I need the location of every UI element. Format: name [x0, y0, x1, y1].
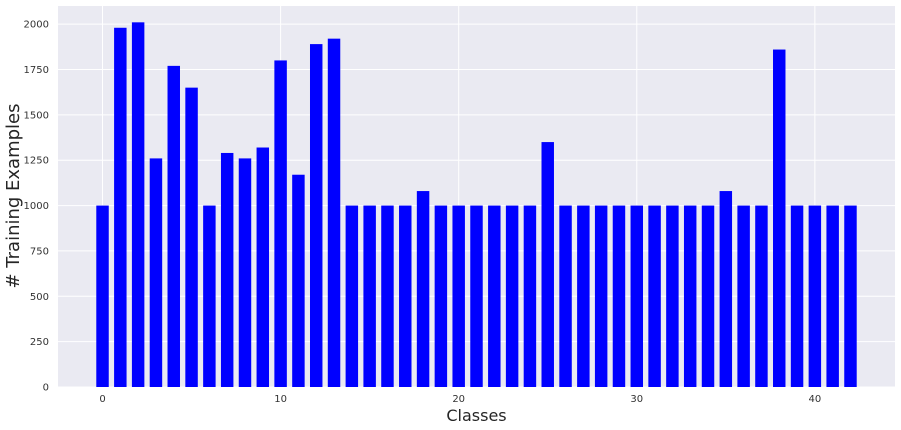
y-tick-label: 250: [30, 337, 49, 348]
bar-class-6: [203, 205, 216, 387]
bar-class-26: [559, 205, 572, 387]
x-axis-label: Classes: [446, 406, 506, 425]
bar-class-0: [96, 205, 109, 387]
bar-class-23: [505, 205, 519, 387]
y-axis-label: # Training Examples: [3, 103, 24, 288]
bar-class-28: [594, 205, 608, 387]
bar-class-4: [167, 65, 180, 387]
bar-class-2: [131, 22, 145, 387]
bar-class-27: [577, 205, 590, 387]
bar-class-25: [541, 142, 554, 387]
x-tick-label: 0: [99, 394, 105, 405]
bar-class-9: [256, 147, 270, 387]
bar-class-19: [434, 205, 448, 387]
bar-class-30: [630, 205, 644, 387]
y-tick-label: 500: [30, 292, 49, 303]
bar-class-21: [470, 205, 483, 387]
bar-class-38: [773, 49, 786, 388]
bars: [96, 22, 857, 388]
x-tick-label: 20: [452, 394, 465, 405]
bar-class-11: [292, 174, 305, 387]
bar-class-13: [327, 38, 341, 388]
y-tick-label: 0: [43, 383, 49, 394]
bar-class-14: [345, 205, 359, 387]
bar-class-10: [274, 60, 287, 388]
bar-class-24: [523, 205, 537, 387]
bar-class-39: [790, 205, 804, 387]
bar-class-20: [452, 205, 465, 387]
bar-class-8: [238, 158, 252, 387]
bar-class-5: [185, 87, 198, 388]
y-tick-label: 1000: [24, 201, 49, 212]
bar-class-17: [399, 205, 412, 387]
y-tick-label: 1750: [24, 65, 49, 76]
y-tick-labels: 0 250 500 750 1000 1250 1500 1750 2000: [24, 20, 49, 394]
bar-class-1: [114, 27, 127, 388]
bar-class-37: [755, 205, 768, 387]
bar-class-33: [683, 205, 697, 387]
bar-class-31: [648, 205, 661, 387]
bar-class-7: [220, 152, 234, 387]
bar-class-41: [826, 205, 839, 387]
bar-class-42: [844, 205, 857, 387]
bar-class-35: [719, 191, 733, 387]
bar-class-22: [488, 205, 501, 387]
bar-class-32: [666, 205, 679, 387]
x-tick-label: 10: [274, 394, 287, 405]
y-tick-label: 2000: [24, 20, 49, 31]
x-tick-label: 30: [630, 394, 643, 405]
bar-class-34: [701, 205, 715, 387]
bar-class-15: [363, 205, 376, 387]
x-tick-label: 40: [808, 394, 821, 405]
bar-class-18: [416, 191, 430, 387]
y-tick-label: 750: [30, 246, 49, 257]
bar-class-36: [737, 205, 750, 387]
y-tick-label: 1500: [24, 110, 49, 121]
bar-class-3: [149, 158, 163, 387]
x-tick-labels: 0 10 20 30 40: [99, 394, 821, 405]
bar-class-40: [808, 205, 822, 387]
bar-class-16: [381, 205, 394, 387]
bar-class-29: [612, 205, 626, 387]
y-tick-label: 1250: [24, 156, 49, 167]
bar-class-12: [309, 44, 323, 387]
